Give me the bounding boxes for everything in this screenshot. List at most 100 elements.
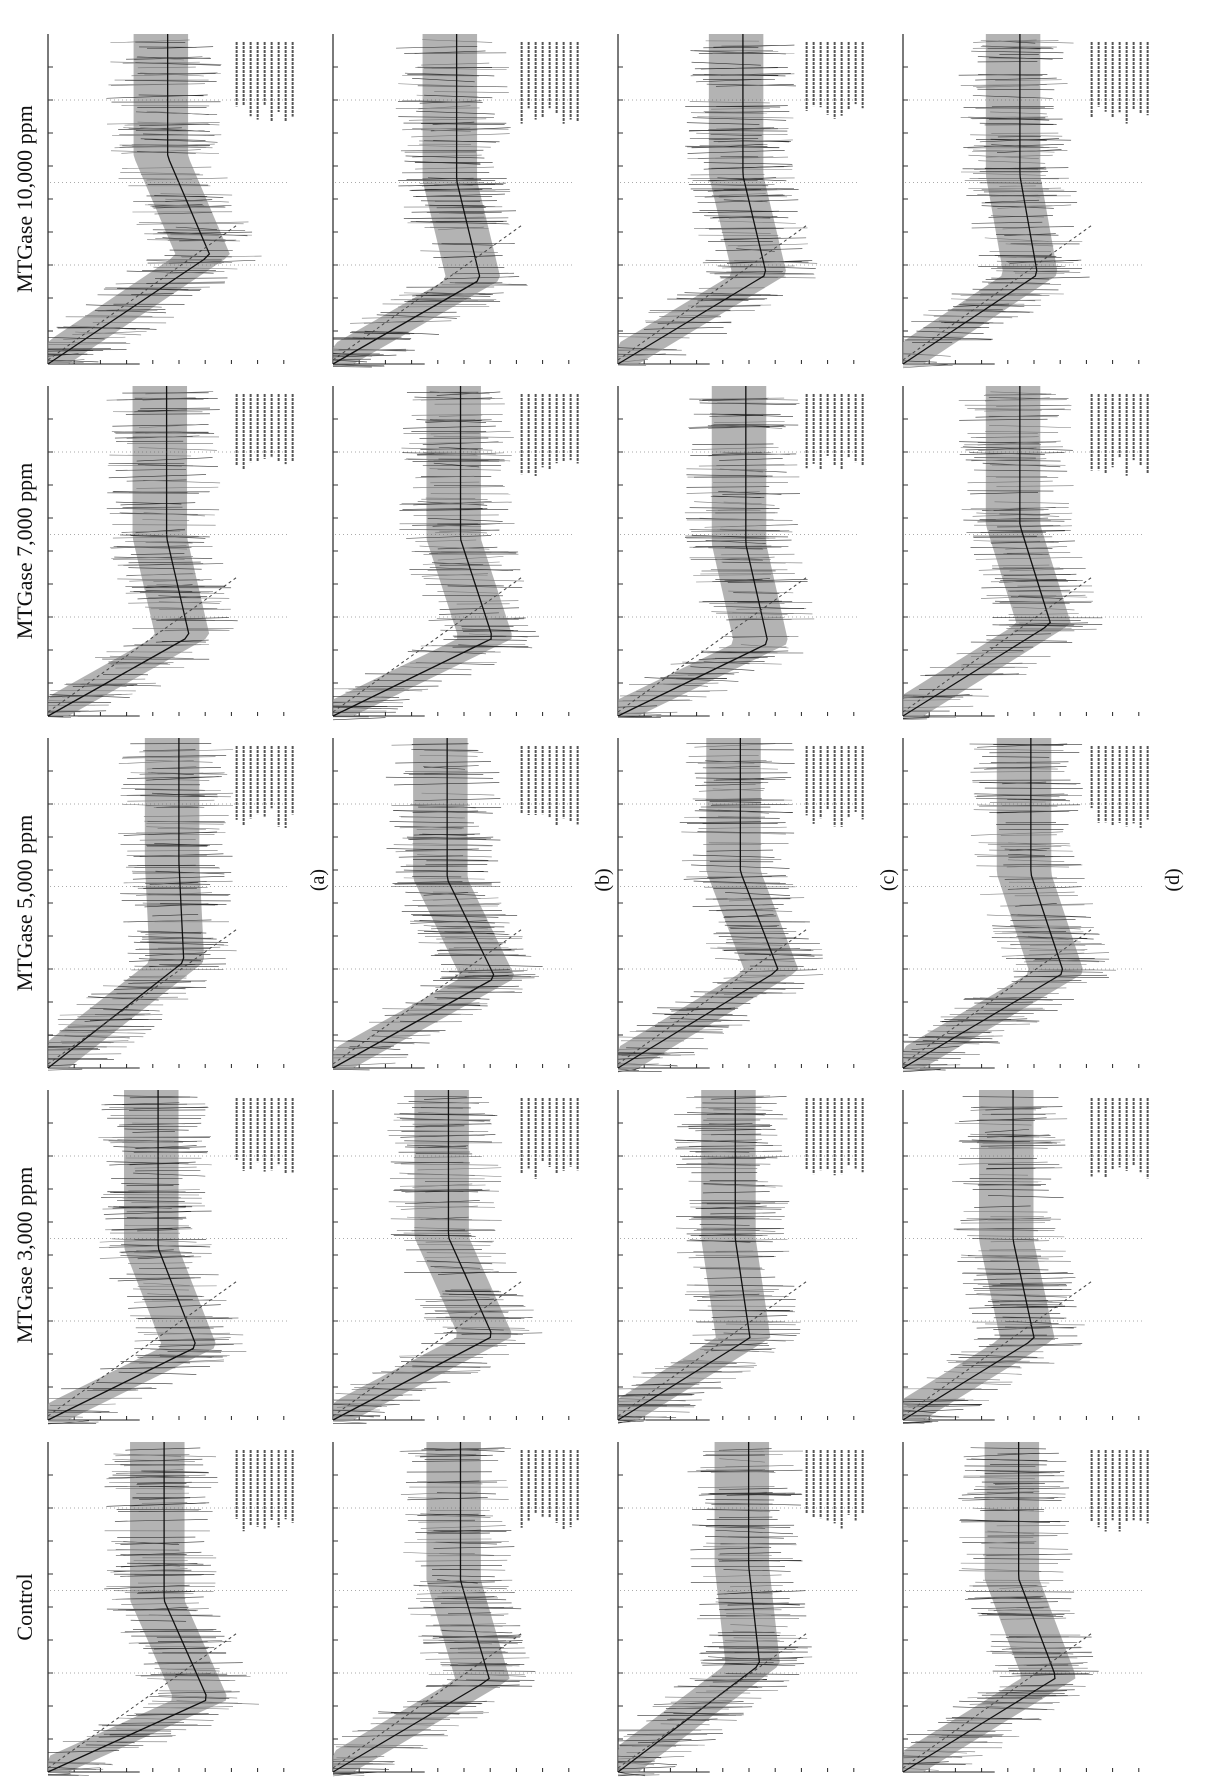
trace-spike xyxy=(332,1056,407,1059)
trace-spike xyxy=(724,578,770,582)
trace-spike xyxy=(133,941,224,946)
trace-spike xyxy=(1017,914,1087,918)
tangent-line xyxy=(902,1632,1092,1769)
trace-spike xyxy=(120,171,200,175)
midline-curve xyxy=(332,1090,492,1421)
trace-spike xyxy=(398,83,474,87)
trace-spike xyxy=(988,1195,1064,1198)
trace-spike xyxy=(139,124,210,126)
trace-spike xyxy=(47,1767,96,1770)
trace-spike xyxy=(47,337,105,340)
trace-spike xyxy=(972,47,1052,49)
trace-spike xyxy=(970,134,1063,137)
trace-spike xyxy=(986,1134,1050,1138)
trace-spike xyxy=(677,1251,784,1254)
trace-spike xyxy=(137,121,220,126)
trace-spike xyxy=(1013,974,1108,978)
trace-spike xyxy=(994,578,1067,580)
trace-spike xyxy=(706,1542,797,1546)
trace-spike xyxy=(1005,957,1110,960)
trace-spike xyxy=(941,1019,1012,1023)
trace-spike xyxy=(441,963,543,967)
trace-spike xyxy=(984,1129,1030,1133)
trace-spike xyxy=(332,1762,393,1766)
trace-spike xyxy=(132,1131,175,1133)
trace-spike xyxy=(390,1234,476,1237)
trace-spike xyxy=(417,66,493,68)
trace-spike xyxy=(397,880,463,884)
trace-spike xyxy=(963,1211,1048,1213)
trace-spike xyxy=(984,1472,1061,1474)
trace-spike xyxy=(137,1255,194,1260)
trace-spike xyxy=(702,1296,789,1298)
trace-spike xyxy=(1014,628,1097,631)
trace-spike xyxy=(630,1388,723,1390)
trace-spike xyxy=(59,1029,152,1032)
trace-spike xyxy=(967,1491,1040,1494)
trace-spike xyxy=(683,1359,756,1364)
trace-spike xyxy=(47,1068,83,1071)
tangent-line xyxy=(902,224,1092,361)
trace-spike xyxy=(1016,936,1094,940)
trace-spike xyxy=(695,1254,776,1257)
trace-spike xyxy=(137,596,208,600)
tangent-line xyxy=(902,576,1092,713)
trace-spike xyxy=(699,1652,779,1655)
trace-spike xyxy=(902,352,951,357)
trace-spike xyxy=(430,430,511,435)
midline-curve xyxy=(902,34,1038,365)
trace-spike xyxy=(964,1470,1065,1472)
trace-spike xyxy=(435,1449,479,1451)
trace-spike xyxy=(973,1288,1072,1290)
trace-spike xyxy=(617,1416,667,1419)
trace-spike xyxy=(150,1348,220,1353)
trace-spike xyxy=(445,1311,509,1313)
trace-spike xyxy=(411,297,465,301)
trace-spike xyxy=(419,545,490,550)
trace-spike xyxy=(407,216,485,219)
trace-spike xyxy=(958,1498,1062,1501)
trace-spike xyxy=(131,1202,202,1204)
column-header: MTGase 10,000 ppm xyxy=(12,105,37,293)
trace-spike xyxy=(426,1532,490,1535)
trace-spike xyxy=(696,132,788,135)
trace-spike xyxy=(430,1541,497,1545)
trace-spike xyxy=(134,1145,197,1149)
trace-spike xyxy=(700,1656,813,1661)
trace-spike xyxy=(389,821,475,824)
trace-spike xyxy=(147,1293,205,1297)
trace-spike xyxy=(119,1122,202,1126)
trace-spike xyxy=(111,431,196,434)
trace-spike xyxy=(700,66,778,70)
trace-spike xyxy=(985,1323,1085,1326)
trace-spike xyxy=(1007,260,1054,263)
trace-spike xyxy=(1001,1646,1083,1650)
trace-spike xyxy=(427,1480,480,1483)
trace-spike xyxy=(972,1507,1045,1512)
midline-curve xyxy=(617,34,767,365)
trace-spike xyxy=(924,1035,993,1040)
trace-spike xyxy=(438,446,478,450)
trace-spike xyxy=(464,1670,536,1672)
trace-spike xyxy=(1002,226,1050,230)
trace-spike xyxy=(693,1266,762,1269)
trace-spike xyxy=(711,1133,762,1136)
trace-spike xyxy=(998,1612,1053,1615)
trace-spike xyxy=(417,1591,487,1595)
trace-spike xyxy=(706,1469,776,1473)
trace-spike xyxy=(424,931,510,935)
trace-spike xyxy=(978,160,1046,164)
trace-spike xyxy=(713,44,795,48)
trace-spike xyxy=(970,117,1046,119)
trace-spike xyxy=(1005,545,1068,550)
trace-spike xyxy=(106,1502,210,1507)
trace-spike xyxy=(117,1609,197,1612)
trace-spike xyxy=(423,1640,523,1644)
trace-spike xyxy=(160,903,227,905)
trace-spike xyxy=(902,1064,961,1066)
tangent-line xyxy=(617,928,807,1065)
trace-spike xyxy=(425,497,476,499)
trace-spike xyxy=(126,1273,219,1276)
trace-spike xyxy=(637,1739,716,1744)
trace-spike xyxy=(347,1040,415,1045)
